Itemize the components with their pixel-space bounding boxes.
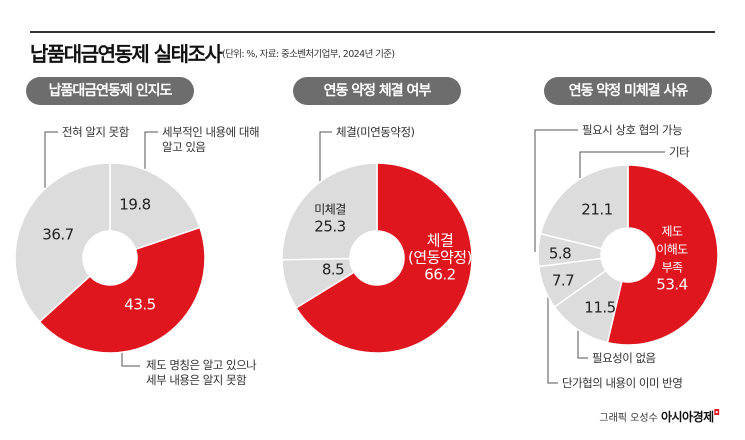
label-line: 부족 xyxy=(661,260,683,275)
value-label: 19.8 xyxy=(119,195,151,214)
donut-slice xyxy=(38,226,206,354)
label-know-name-only: 제도 명칭은 알고 있으나 세부 내용은 알지 못함 xyxy=(146,358,257,388)
donut-slice xyxy=(281,162,378,261)
label-line: 세부적인 내용에 대해 xyxy=(162,125,260,139)
leader-line xyxy=(534,129,578,252)
top-rule xyxy=(30,31,715,33)
label-know-details: 세부적인 내용에 대해 알고 있음 xyxy=(162,125,260,155)
value-label: 36.7 xyxy=(42,225,74,244)
page-title: 납품대금연동제 실태조사 xyxy=(30,42,223,66)
value: 25.3 xyxy=(314,217,346,236)
value-label: 체결 (연동약정) 66.2 xyxy=(408,231,472,284)
label-line: 제도 xyxy=(661,224,683,239)
credit: 그래픽 오성수 아시아경제◘ xyxy=(599,408,720,425)
donut-slice xyxy=(109,162,201,251)
credit-author: 그래픽 오성수 xyxy=(599,413,658,424)
donut-slice xyxy=(14,162,111,323)
value-label: 5.8 xyxy=(548,244,572,263)
value: 53.4 xyxy=(656,275,688,294)
label-signed-non-linked: 체결(미연동약정) xyxy=(336,125,415,139)
label-line: 제도 명칭은 알고 있으나 xyxy=(146,358,257,372)
donut-slice xyxy=(295,162,473,354)
label-other: 기타 xyxy=(669,145,690,159)
leader-line xyxy=(144,131,158,180)
label-line: 미체결 xyxy=(314,202,346,217)
chart-3-title: 연동 약정 미체결 사유 xyxy=(544,77,712,105)
label-line: 이해도 xyxy=(656,242,688,257)
label-already-reflected: 단가협의 내용이 이미 반영 xyxy=(562,376,683,390)
leader-line xyxy=(577,330,588,359)
value-label: 21.1 xyxy=(581,200,613,219)
value-label: 43.5 xyxy=(124,295,156,314)
value-label: 11.5 xyxy=(584,298,616,317)
value-label: 7.7 xyxy=(551,271,575,290)
leader-line xyxy=(547,290,558,384)
donut-slice xyxy=(539,164,629,250)
label-line: (연동약정) xyxy=(408,248,472,267)
chart-1-title: 납품대금연동제 인지도 xyxy=(26,77,194,105)
label-line: 세부 내용은 알지 못함 xyxy=(146,373,247,387)
value: 66.2 xyxy=(424,265,456,284)
leader-line xyxy=(44,131,58,205)
brand-logo: 아시아경제 xyxy=(660,410,714,424)
value-label: 미체결 25.3 xyxy=(314,201,346,236)
chart-2-title: 연동 약정 체결 여부 xyxy=(293,77,461,105)
label-not-aware: 전혀 알지 못함 xyxy=(62,125,129,139)
value-label: 8.5 xyxy=(321,260,345,279)
label-line: 체결 xyxy=(426,231,454,250)
leader-line xyxy=(579,151,665,180)
donut-slice xyxy=(606,164,719,346)
page-subtitle: (단위: %, 자료: 중소벤처기업부, 2024년 기준) xyxy=(222,49,395,60)
label-unnecessary: 필요성이 없음 xyxy=(592,351,656,365)
label-negotiable: 필요시 상호 협의 가능 xyxy=(582,123,683,137)
brand-mark-icon: ◘ xyxy=(713,408,720,417)
label-line: 알고 있음 xyxy=(162,140,206,154)
